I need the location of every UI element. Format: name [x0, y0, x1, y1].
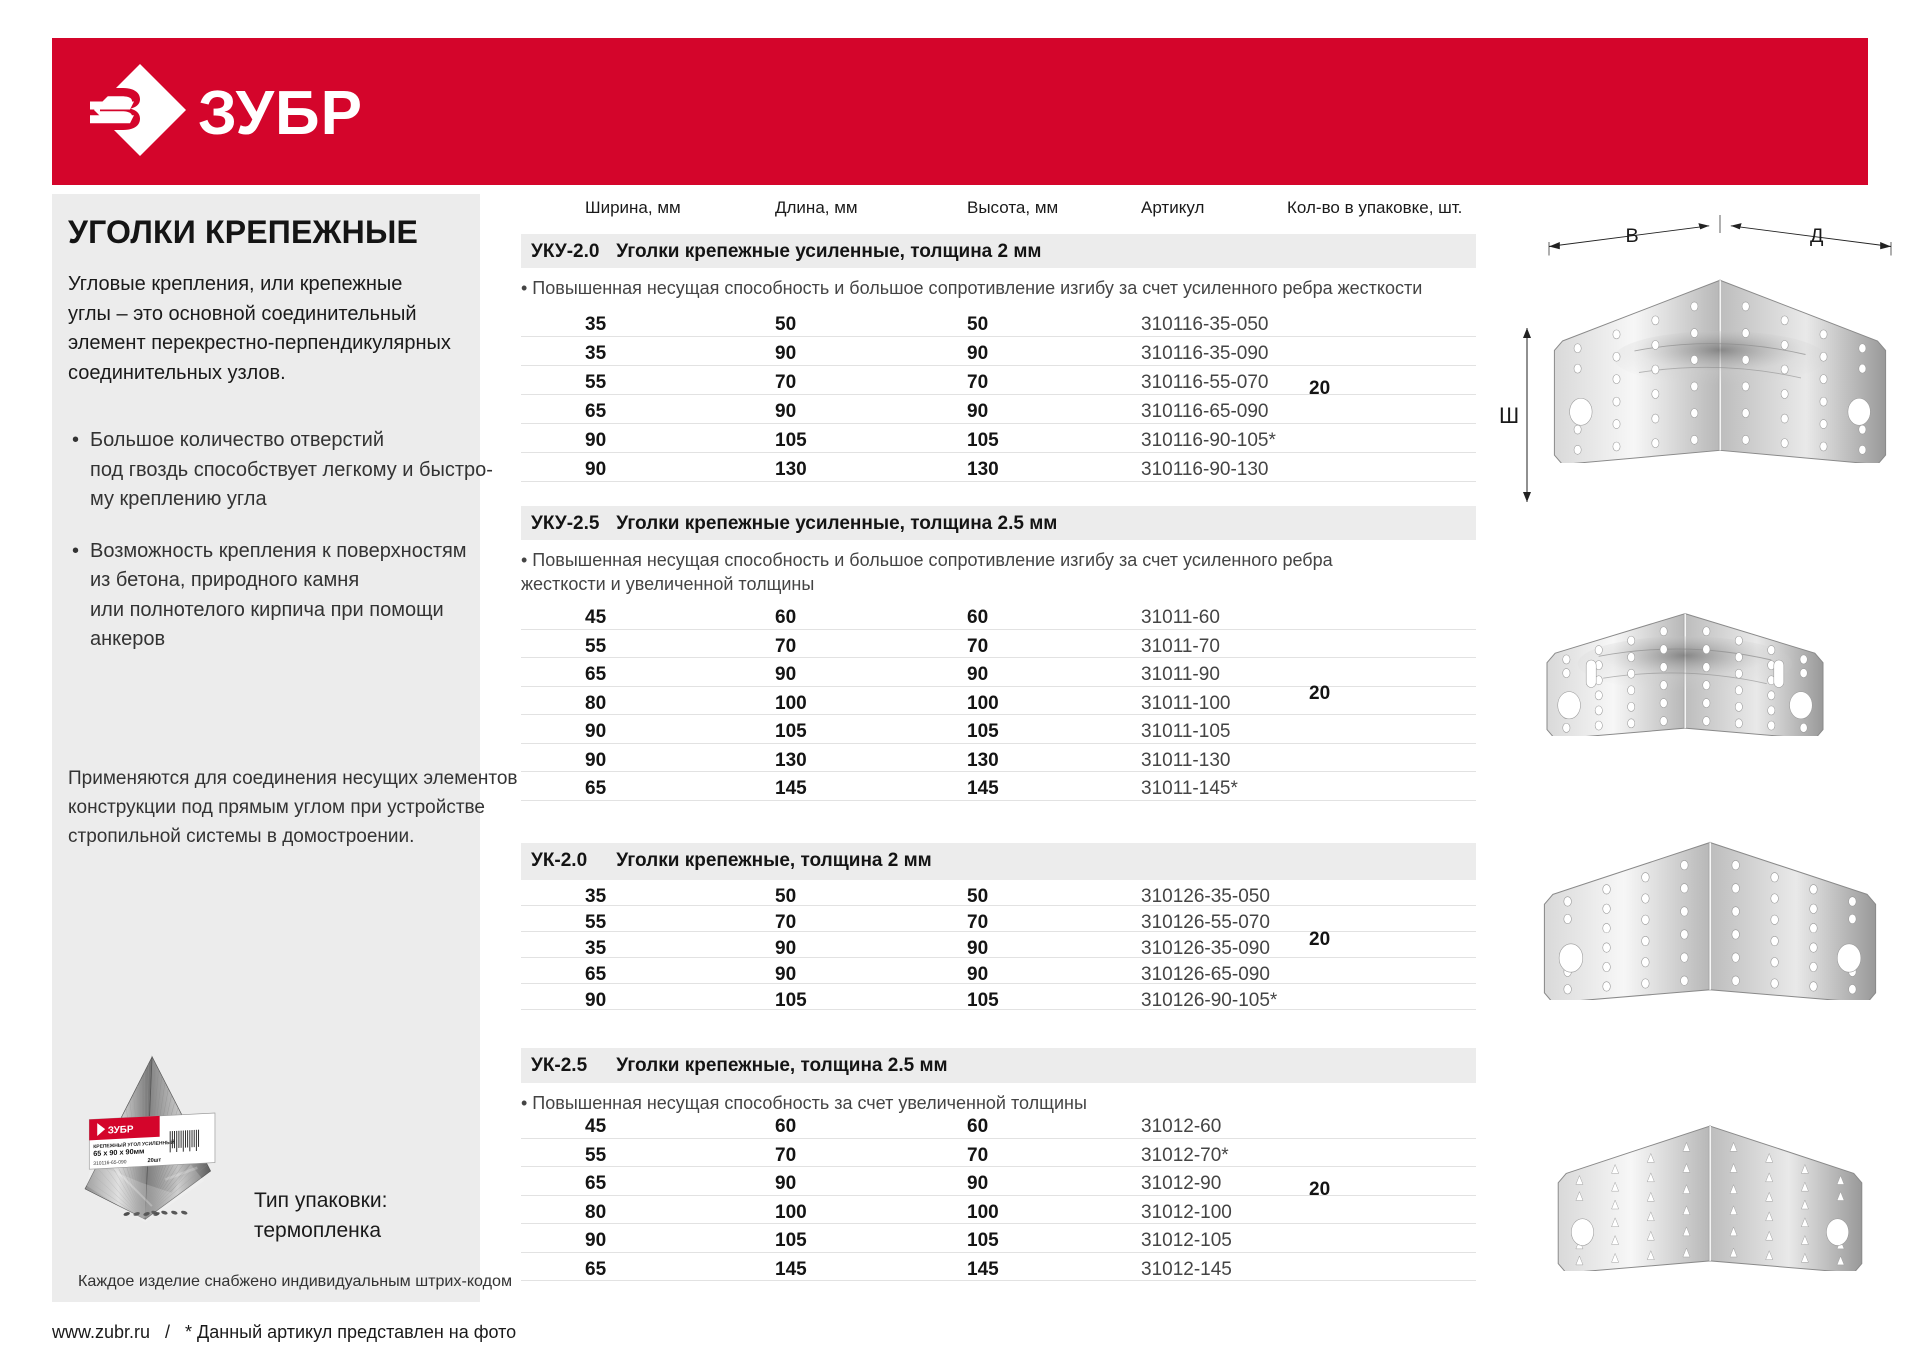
svg-text:20шт: 20шт: [147, 1157, 161, 1164]
svg-text:Ш: Ш: [1499, 403, 1519, 428]
svg-text:В: В: [1626, 225, 1639, 247]
svg-text:Д: Д: [1810, 225, 1824, 247]
svg-text:ЗУБР: ЗУБР: [108, 1124, 134, 1136]
